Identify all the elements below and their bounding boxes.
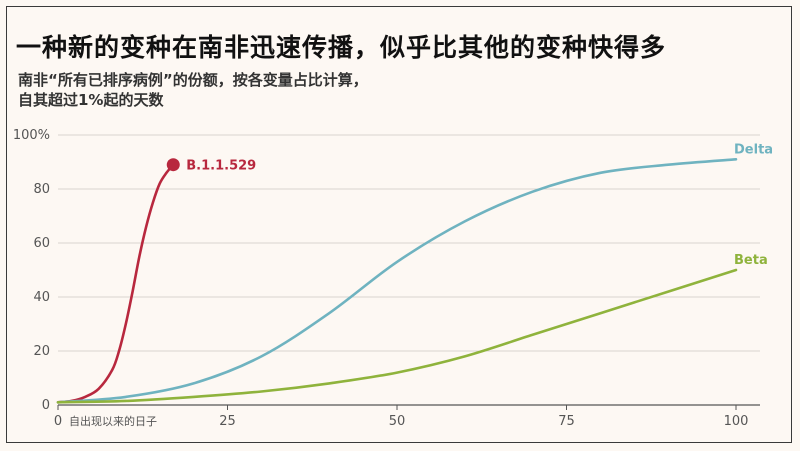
chart-frame xyxy=(6,6,792,443)
x-tick-label: 0 xyxy=(54,414,62,429)
y-tick-label: 0 xyxy=(42,398,50,413)
y-tick-label: 80 xyxy=(33,182,50,197)
x-axis-label: 自出现以来的日子 xyxy=(69,414,157,428)
x-tick-label: 25 xyxy=(219,414,236,429)
x-tick-label: 50 xyxy=(389,414,406,429)
y-tick-label: 60 xyxy=(33,236,50,251)
x-tick-label: 75 xyxy=(558,414,575,429)
series-label-delta: Delta xyxy=(734,142,773,157)
y-tick-label: 100% xyxy=(13,128,50,143)
series-line-beta xyxy=(56,268,738,404)
series-line-b-1-1-529 xyxy=(56,163,175,404)
chart-subtitle-line1: 南非“所有已排序病例”的份额，按各变量占比计算， xyxy=(18,71,368,89)
series-label-b-1-1-529: B.1.1.529 xyxy=(186,159,256,174)
chart-subtitle-line2: 自其超过1%起的天数 xyxy=(18,91,164,109)
series-endpoint-b-1-1-529 xyxy=(166,158,180,172)
x-tick-label: 100 xyxy=(724,414,749,429)
series-line-delta xyxy=(56,158,738,404)
series-label-beta: Beta xyxy=(734,253,768,268)
y-tick-label: 40 xyxy=(33,290,50,305)
y-tick-label: 20 xyxy=(33,344,50,359)
chart-title: 一种新的变种在南非迅速传播，似乎比其他的变种快得多 xyxy=(16,33,667,62)
